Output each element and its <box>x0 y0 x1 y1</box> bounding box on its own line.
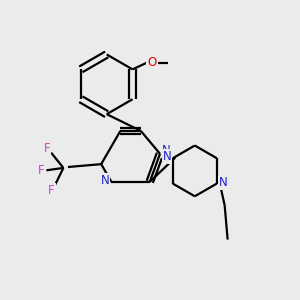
Text: N: N <box>100 174 109 187</box>
Text: F: F <box>48 184 55 197</box>
Text: O: O <box>147 56 157 69</box>
Text: F: F <box>38 164 44 177</box>
Text: N: N <box>219 176 228 189</box>
Text: F: F <box>44 142 50 155</box>
Text: N: N <box>163 150 171 163</box>
Text: N: N <box>162 144 171 157</box>
